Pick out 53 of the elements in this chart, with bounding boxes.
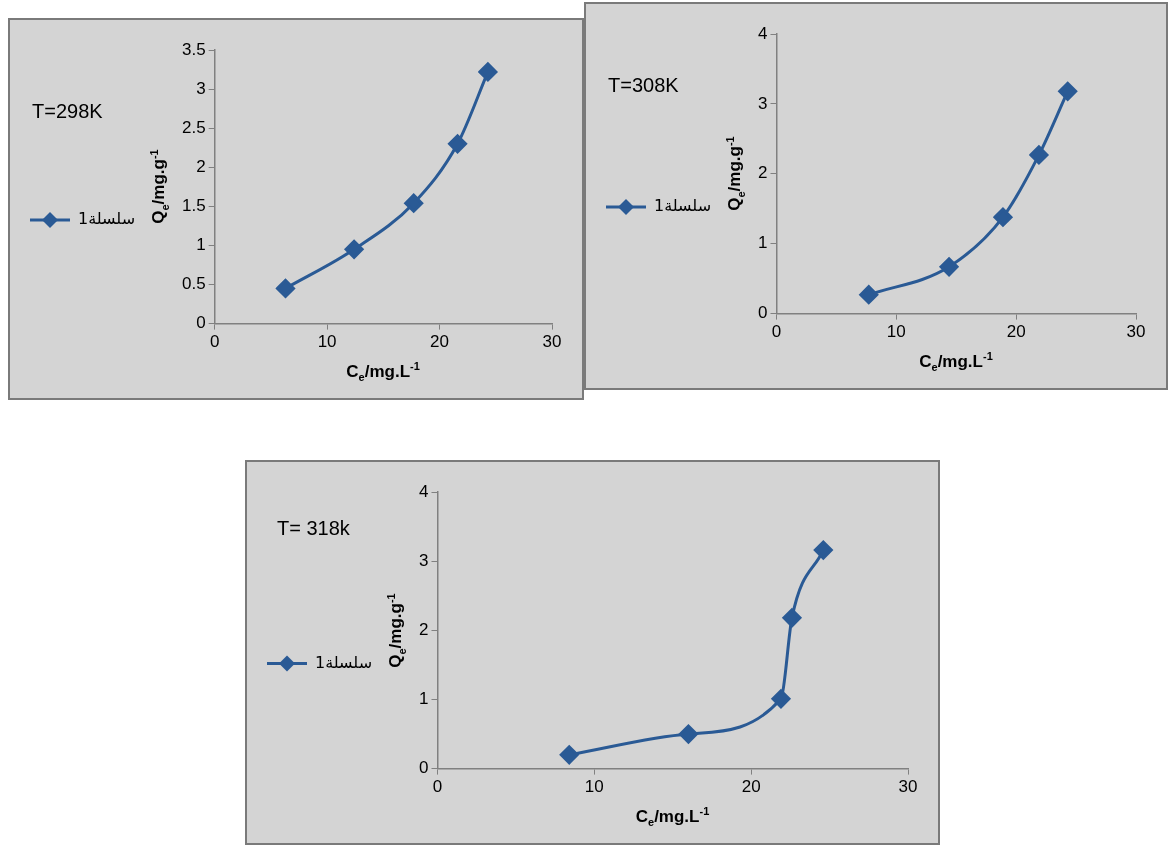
point	[559, 745, 579, 765]
point	[448, 134, 468, 154]
y-tick-label: 1	[758, 233, 768, 253]
point	[404, 193, 424, 213]
x-tick-label: 20	[430, 332, 450, 352]
point	[344, 239, 364, 259]
y-tick-label: 4	[419, 481, 429, 501]
y-tick-label: 2.5	[182, 117, 206, 137]
x-axis-title: C$_{e}$/mg.L$^{-1}$	[919, 349, 993, 373]
y-tick-label: 3	[196, 78, 206, 98]
legend-label: سلسلة1	[315, 652, 373, 672]
x-axis-title: C$_{e}$/mg.L$^{-1}$	[346, 359, 420, 383]
x-tick-label: 30	[542, 332, 562, 352]
x-tick-label: 10	[317, 332, 337, 352]
point	[1029, 145, 1049, 165]
point	[939, 257, 959, 277]
x-tick-label: 10	[886, 322, 906, 342]
x-tick-label: 0	[209, 332, 220, 352]
point	[276, 278, 295, 298]
y-tick-label: 0	[419, 758, 429, 778]
point	[771, 689, 791, 709]
y-tick-label: 4	[758, 23, 768, 43]
point	[993, 207, 1013, 227]
point	[813, 540, 833, 560]
y-tick-label: 3	[419, 550, 429, 570]
x-tick-label: 30	[898, 777, 918, 797]
x-tick-label: 20	[1006, 322, 1026, 342]
text: T=298K	[32, 100, 103, 123]
y-tick-label: 2	[758, 163, 768, 183]
x-axis-title: C$_{e}$/mg.L$^{-1}$	[635, 804, 710, 828]
y-tick-label: 3	[758, 93, 768, 113]
x-tick-label: 0	[432, 777, 443, 797]
x-tick-label: 30	[1126, 322, 1146, 342]
x-tick-label: 20	[741, 777, 761, 797]
y-tick-label: 2	[419, 619, 429, 639]
point	[1058, 81, 1078, 101]
text: T= 318k	[277, 517, 350, 540]
y-tick-label: 1.5	[182, 196, 206, 216]
y-tick-label: 3.5	[182, 39, 206, 59]
x-tick-label: 10	[584, 777, 604, 797]
text: T=308K	[608, 74, 679, 97]
legend-label: سلسلة1	[654, 196, 712, 216]
x-tick-label: 0	[771, 322, 782, 342]
point	[859, 285, 879, 305]
y-tick-label: 2	[196, 156, 206, 176]
y-tick-label: 1	[196, 235, 206, 255]
point	[478, 62, 498, 82]
point	[678, 724, 698, 744]
y-tick-label: 1	[419, 689, 429, 709]
y-tick-label: 0	[758, 303, 768, 323]
point	[782, 608, 802, 628]
legend-label: سلسلة1	[78, 209, 136, 229]
y-tick-label: 0.5	[182, 274, 206, 294]
